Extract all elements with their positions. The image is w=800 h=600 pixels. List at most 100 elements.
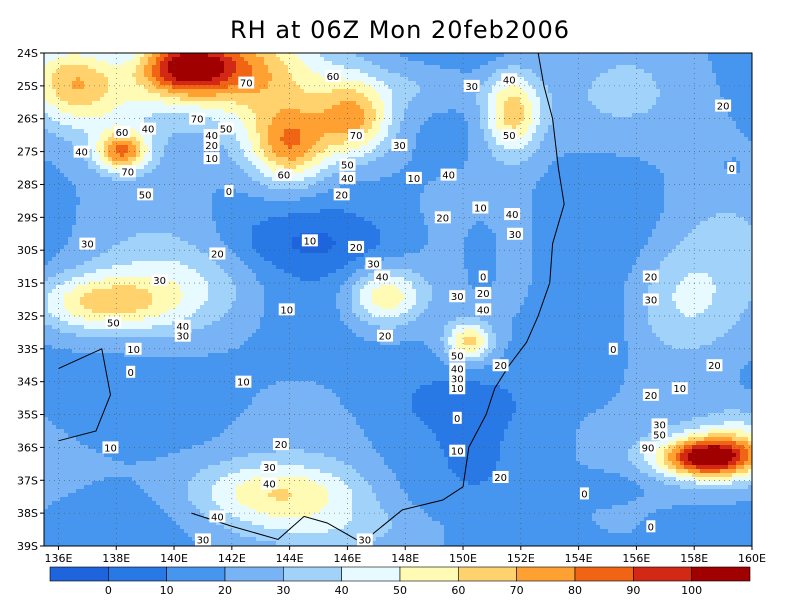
field-cell bbox=[500, 97, 505, 102]
field-cell bbox=[668, 141, 673, 146]
field-cell bbox=[632, 141, 637, 146]
field-cell bbox=[372, 157, 377, 162]
field-cell bbox=[528, 161, 533, 166]
field-cell bbox=[176, 133, 181, 138]
field-cell bbox=[684, 121, 689, 126]
field-cell bbox=[588, 81, 593, 86]
field-cell bbox=[64, 89, 69, 94]
field-cell bbox=[228, 57, 233, 62]
field-cell bbox=[292, 101, 297, 106]
field-cell bbox=[300, 89, 305, 94]
field-cell bbox=[336, 129, 341, 134]
field-cell bbox=[244, 149, 249, 154]
field-cell bbox=[300, 61, 305, 66]
field-cell bbox=[480, 109, 485, 114]
field-cell bbox=[496, 153, 501, 158]
field-cell bbox=[264, 97, 269, 102]
field-cell bbox=[140, 57, 145, 62]
field-cell bbox=[276, 93, 281, 98]
field-cell bbox=[372, 121, 377, 126]
field-cell bbox=[468, 69, 473, 74]
field-cell bbox=[596, 149, 601, 154]
field-cell bbox=[300, 153, 305, 158]
field-cell bbox=[716, 137, 721, 142]
field-cell bbox=[140, 105, 145, 110]
field-cell bbox=[140, 145, 145, 150]
field-cell bbox=[612, 117, 617, 122]
field-cell bbox=[296, 93, 301, 98]
field-cell bbox=[696, 53, 701, 58]
field-cell bbox=[548, 77, 553, 82]
field-cell bbox=[152, 77, 157, 82]
field-cell bbox=[628, 113, 633, 118]
field-cell bbox=[264, 121, 269, 126]
field-cell bbox=[628, 141, 633, 146]
field-cell bbox=[596, 117, 601, 122]
field-cell bbox=[120, 149, 125, 154]
field-cell bbox=[424, 81, 429, 86]
field-cell bbox=[568, 129, 573, 134]
field-cell bbox=[620, 57, 625, 62]
field-cell bbox=[744, 121, 749, 126]
field-cell bbox=[72, 109, 77, 114]
field-cell bbox=[60, 113, 65, 118]
field-cell bbox=[292, 129, 297, 134]
field-cell bbox=[480, 89, 485, 94]
field-cell bbox=[204, 61, 209, 66]
field-cell bbox=[348, 113, 353, 118]
field-cell bbox=[224, 93, 229, 98]
field-cell bbox=[180, 129, 185, 134]
field-cell bbox=[532, 93, 537, 98]
field-cell bbox=[212, 61, 217, 66]
field-cell bbox=[484, 121, 489, 126]
field-cell bbox=[204, 89, 209, 94]
field-cell bbox=[364, 77, 369, 82]
field-cell bbox=[64, 133, 69, 138]
field-cell bbox=[164, 85, 169, 90]
field-cell bbox=[164, 113, 169, 118]
field-cell bbox=[368, 145, 373, 150]
field-cell bbox=[284, 97, 289, 102]
field-cell bbox=[412, 109, 417, 114]
field-cell bbox=[200, 73, 205, 78]
field-cell bbox=[276, 69, 281, 74]
field-cell bbox=[592, 93, 597, 98]
field-cell bbox=[284, 65, 289, 70]
field-cell bbox=[668, 85, 673, 90]
field-cell bbox=[628, 89, 633, 94]
field-cell bbox=[708, 61, 713, 66]
field-cell bbox=[636, 129, 641, 134]
field-cell bbox=[584, 141, 589, 146]
field-cell bbox=[160, 145, 165, 150]
field-cell bbox=[688, 117, 693, 122]
field-cell bbox=[496, 133, 501, 138]
field-cell bbox=[136, 81, 141, 86]
field-cell bbox=[332, 157, 337, 162]
field-cell bbox=[552, 137, 557, 142]
field-cell bbox=[200, 165, 205, 170]
field-cell bbox=[380, 93, 385, 98]
field-cell bbox=[644, 73, 649, 78]
field-cell bbox=[668, 69, 673, 74]
field-cell bbox=[180, 101, 185, 106]
field-cell bbox=[448, 109, 453, 114]
field-cell bbox=[564, 141, 569, 146]
field-cell bbox=[312, 141, 317, 146]
field-cell bbox=[544, 145, 549, 150]
field-cell bbox=[720, 157, 725, 162]
field-cell bbox=[524, 137, 529, 142]
field-cell bbox=[72, 105, 77, 110]
field-cell bbox=[640, 153, 645, 158]
field-cell bbox=[724, 73, 729, 78]
field-cell bbox=[644, 125, 649, 130]
field-cell bbox=[308, 93, 313, 98]
field-cell bbox=[256, 73, 261, 78]
field-cell bbox=[284, 89, 289, 94]
field-cell bbox=[88, 57, 93, 62]
field-cell bbox=[232, 113, 237, 118]
field-cell bbox=[556, 61, 561, 66]
field-cell bbox=[404, 93, 409, 98]
field-cell bbox=[336, 157, 341, 162]
field-cell bbox=[344, 85, 349, 90]
field-cell bbox=[304, 149, 309, 154]
